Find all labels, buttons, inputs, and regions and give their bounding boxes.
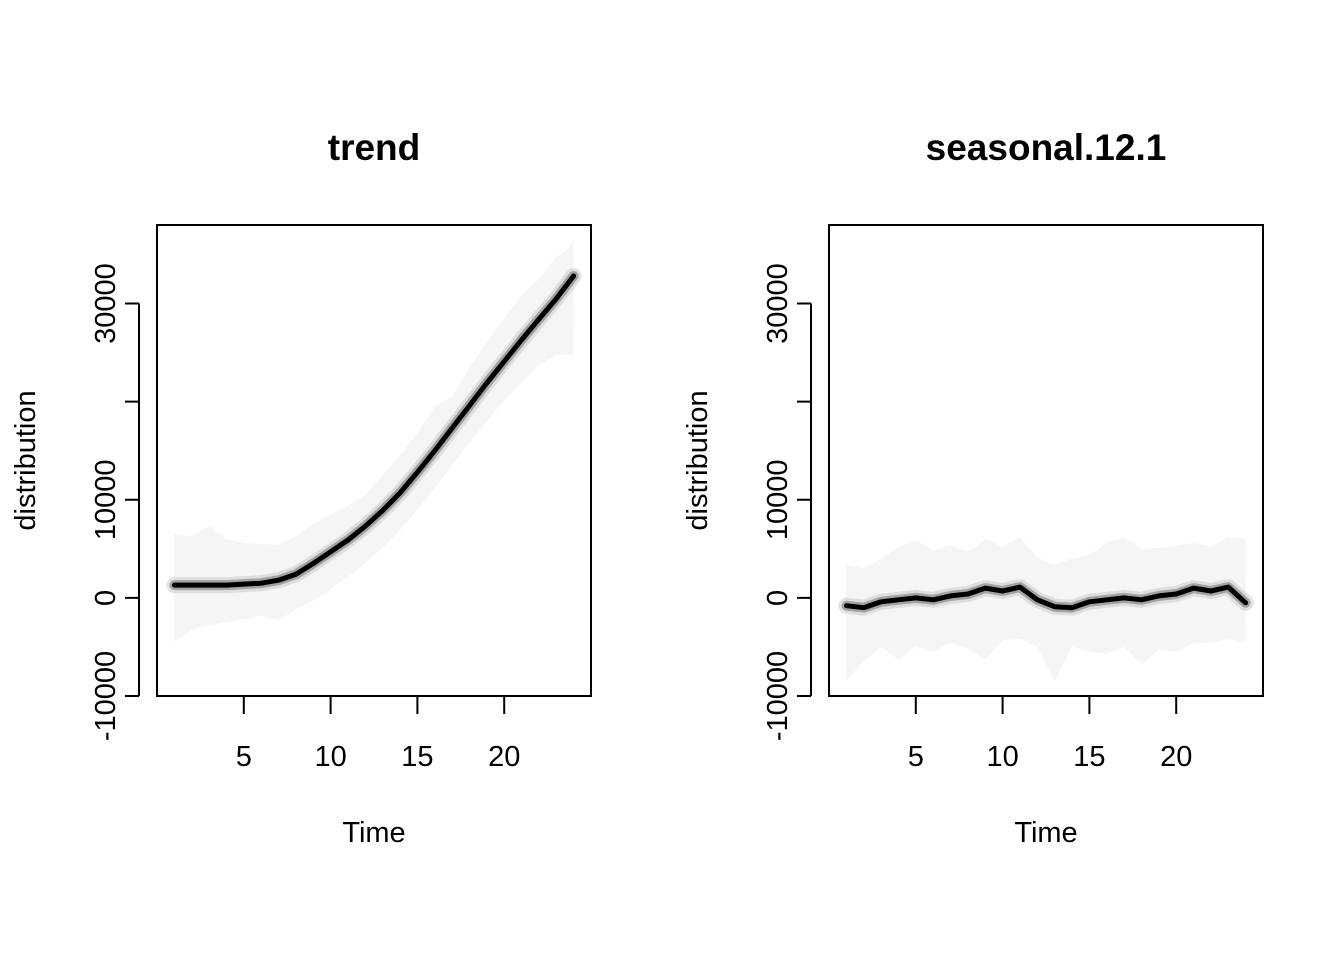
- y-axis-label: distribution: [682, 390, 714, 530]
- trend-panel: trend 5 10 15 20 -10000 0 10000 30000 Time distrib…: [10, 127, 592, 849]
- x-tick-label: 15: [401, 741, 433, 773]
- x-tick-label: 20: [1160, 741, 1192, 773]
- x-axis-label: Time: [342, 817, 405, 849]
- y-tick-label: 0: [90, 590, 122, 606]
- y-tick-label: 0: [762, 590, 794, 606]
- x-tick-label: 10: [314, 741, 346, 773]
- median-line: [843, 584, 1249, 611]
- y-tick-label: -10000: [762, 651, 794, 741]
- y-axis-label: distribution: [10, 390, 42, 530]
- x-tick-label: 15: [1073, 741, 1105, 773]
- x-tick-label: 10: [986, 741, 1018, 773]
- y-tick-label: 30000: [90, 263, 122, 344]
- x-tick-label: 5: [236, 741, 252, 773]
- x-tick-label: 20: [488, 741, 520, 773]
- x-axis-label: Time: [1014, 817, 1077, 849]
- y-tick-label: 30000: [762, 263, 794, 344]
- y-tick-label: 10000: [90, 459, 122, 540]
- median-line: [171, 273, 577, 588]
- chart-title: seasonal.12.1: [926, 127, 1167, 168]
- x-tick-label: 5: [908, 741, 924, 773]
- chart-title: trend: [328, 127, 421, 168]
- y-tick-label: -10000: [90, 651, 122, 741]
- y-tick-label: 10000: [762, 459, 794, 540]
- seasonal-panel: seasonal.12.1 5 10 15 20 -10000 0 10000 30000 Tim…: [682, 127, 1264, 849]
